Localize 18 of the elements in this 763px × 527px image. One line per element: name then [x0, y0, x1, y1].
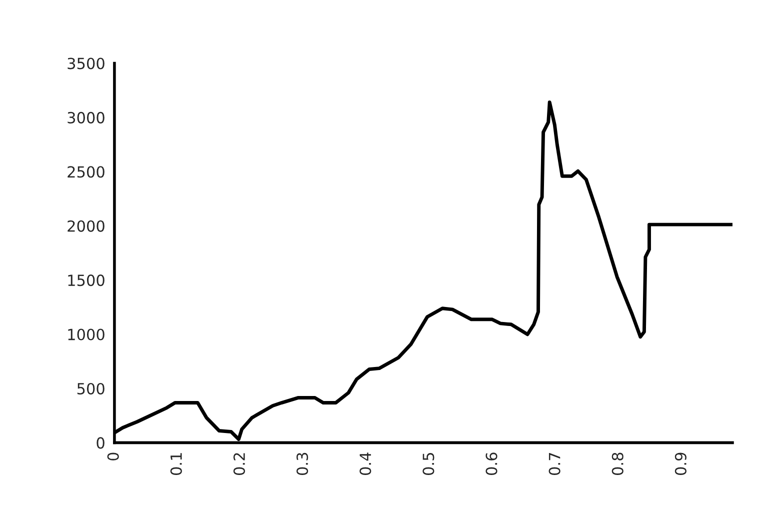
y-tick-label: 1500: [68, 274, 104, 286]
x-tick-label: 0.2: [233, 453, 246, 475]
y-tick-label: 2000: [68, 220, 104, 232]
x-tick-label: 0.6: [486, 452, 498, 475]
y-tick-label: 3000: [68, 112, 104, 124]
x-tick-label: 0.1: [170, 453, 182, 475]
y-tick-label: 500: [77, 382, 104, 394]
x-tick-label: 0.8: [612, 452, 624, 475]
x-tick-label: 0.3: [296, 452, 308, 475]
x-tick-label: 0: [107, 452, 119, 460]
x-tick-label: 0.7: [548, 453, 560, 475]
x-tick-label: 0.4: [360, 452, 372, 475]
y-tick-label: 2500: [68, 166, 104, 178]
x-tick-label: 0.9: [674, 452, 686, 475]
x-tick-label: 0.5: [422, 453, 434, 475]
y-tick-label: 3500: [68, 58, 104, 70]
y-tick-label: 0: [96, 437, 104, 449]
y-tick-label: 1000: [68, 328, 104, 340]
